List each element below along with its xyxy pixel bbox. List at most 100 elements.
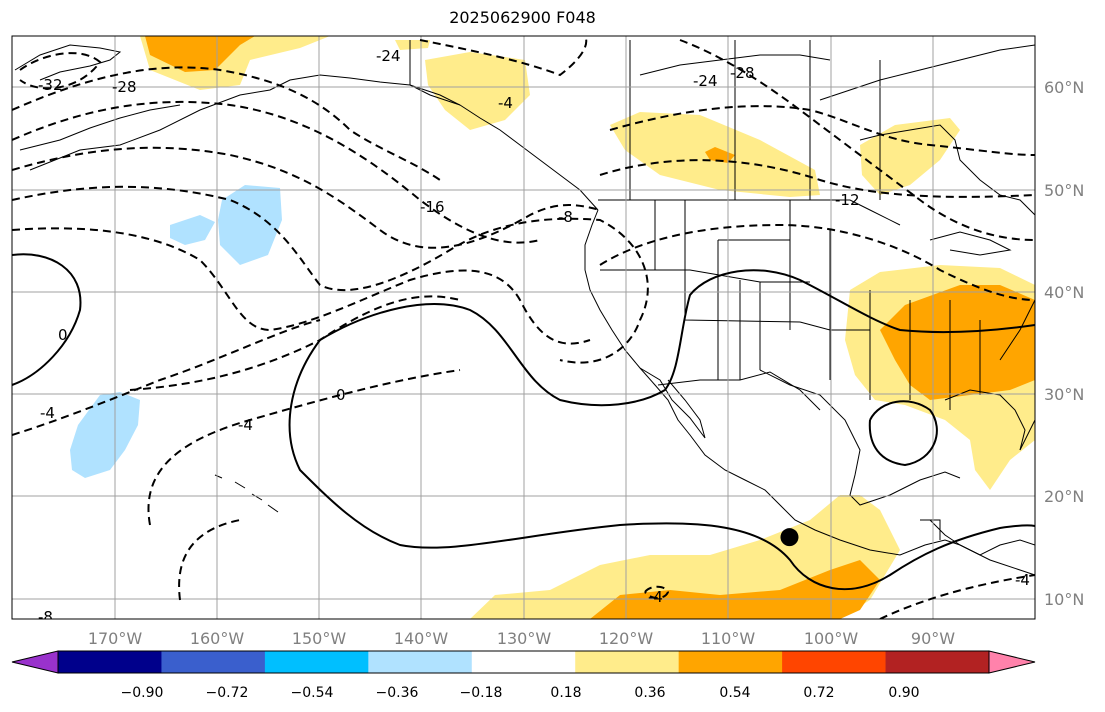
colorbar-tick-label: −0.72 xyxy=(206,685,249,701)
coastline-baja xyxy=(639,367,706,439)
contour-solid-zero xyxy=(319,269,1035,407)
coastline-canada-east xyxy=(859,124,1035,216)
shade-orange-eastern-us xyxy=(880,285,1035,400)
coastline-hudson xyxy=(819,44,1035,101)
coastline-east-us xyxy=(999,299,1035,451)
colorbar-tick-label: 0.36 xyxy=(634,685,665,701)
colorbar-segment xyxy=(678,651,783,673)
lat-tick-label: 30°N xyxy=(1044,385,1084,404)
contour-label: -24 xyxy=(693,72,718,90)
border-us-states xyxy=(600,200,981,410)
colorbar xyxy=(11,650,1036,674)
colorbar-segment xyxy=(368,651,473,673)
shade-blue-aleutian-a xyxy=(218,185,282,265)
contour-dashed xyxy=(12,319,321,436)
contour-dashed xyxy=(12,100,541,244)
shade-blue-aleutian-b xyxy=(170,215,215,245)
lon-tick-label: 90°W xyxy=(911,629,955,648)
contour-label: -12 xyxy=(835,191,860,209)
contour-solid-zero xyxy=(868,400,938,467)
border-mexico-guatemala xyxy=(920,519,941,540)
coastline-gulf xyxy=(759,369,961,506)
contour-label: 0 xyxy=(58,326,68,344)
colorbar-segment xyxy=(264,651,369,673)
contour-solid-zero xyxy=(288,339,1035,591)
colorbar-extend-low xyxy=(11,650,59,674)
lat-tick-label: 20°N xyxy=(1044,487,1084,506)
colorbar-tick-label: 0.72 xyxy=(803,685,834,701)
lon-tick-label: 140°W xyxy=(394,629,449,648)
colorbar-segment xyxy=(161,651,266,673)
colorbar-tick-label: 0.54 xyxy=(719,685,750,701)
lon-tick-label: 120°W xyxy=(599,629,654,648)
contour-label: -4 xyxy=(498,94,513,112)
lon-tick-label: 170°W xyxy=(88,629,143,648)
colorbar-tick-label: −0.36 xyxy=(376,685,419,701)
contour-dashed xyxy=(679,39,1035,241)
border-alaska-canada xyxy=(409,40,461,106)
contour-dashed xyxy=(644,585,670,599)
contour-dashed xyxy=(12,227,591,345)
coastline-bering xyxy=(14,44,122,81)
contour-dashed xyxy=(129,295,461,391)
lat-tick-label: 10°N xyxy=(1044,590,1084,609)
contour-label-group: -32 -28 -24 -24 -28 -4 -16 -8 -12 0 0 -4… xyxy=(38,47,1030,626)
border-canada-us xyxy=(598,199,901,226)
anomaly-shading xyxy=(70,36,1035,619)
contour-dashed xyxy=(19,52,102,90)
colorbar-segment xyxy=(58,651,162,673)
colorbar-tick-label: −0.54 xyxy=(291,685,334,701)
contour-label: -32 xyxy=(38,76,63,94)
lon-tick-label: 130°W xyxy=(497,629,552,648)
contour-label: -4 xyxy=(238,416,253,434)
coastline-florida xyxy=(944,389,1026,451)
contour-dashed xyxy=(609,105,1035,156)
shade-orange-east-pacific xyxy=(590,560,880,619)
location-marker xyxy=(780,528,799,547)
coastline-hawaii xyxy=(214,474,279,513)
contour-lines xyxy=(12,36,1035,619)
border-canada-provinces xyxy=(629,40,881,200)
lon-tick-labels: 170°W 160°W 150°W 140°W 130°W 120°W 110°… xyxy=(88,629,955,648)
contour-dashed xyxy=(12,146,601,249)
colorbar-segment xyxy=(575,651,680,673)
coastline-arctic xyxy=(639,54,831,76)
contour-label: -28 xyxy=(730,64,755,82)
contour-label: -16 xyxy=(420,198,445,216)
colorbar-tick-labels: −0.90 −0.72 −0.54 −0.36 −0.18 0.18 0.36 … xyxy=(121,685,920,701)
map-title: 2025062900 F048 xyxy=(449,8,596,27)
contour-dashed xyxy=(147,369,461,526)
plot-frame xyxy=(11,35,1036,620)
map-gridlines xyxy=(12,36,1035,619)
contour-label: -28 xyxy=(112,78,137,96)
colorbar-tick-label: −0.90 xyxy=(121,685,164,701)
lon-tick-label: 100°W xyxy=(804,629,859,648)
contour-dashed xyxy=(12,66,441,181)
colorbar-frame xyxy=(57,650,990,674)
contour-label: -8 xyxy=(38,608,53,626)
contour-label: 0 xyxy=(336,386,346,404)
colorbar-segment xyxy=(471,651,576,673)
contour-label: -4 xyxy=(40,404,55,422)
shade-blue-central-pacific xyxy=(70,392,140,478)
shade-yellow-alaska-panhandle xyxy=(425,52,530,130)
lon-tick-label: 150°W xyxy=(292,629,347,648)
lat-tick-label: 40°N xyxy=(1044,283,1084,302)
coastline-north-america-west xyxy=(584,209,1035,576)
contour-label: -8 xyxy=(558,208,573,226)
contour-dashed xyxy=(599,223,1035,301)
lon-tick-label: 160°W xyxy=(190,629,245,648)
coastline-alaska xyxy=(29,74,599,211)
colorbar-tick-label: −0.18 xyxy=(460,685,503,701)
contour-dashed xyxy=(178,519,241,601)
lat-tick-label: 60°N xyxy=(1044,78,1084,97)
colorbar-tick-label: 0.18 xyxy=(550,685,581,701)
shade-orange-nw-pacific xyxy=(145,36,255,72)
coastlines xyxy=(14,40,1035,576)
contour-dashed xyxy=(12,185,649,364)
colorbar-segment xyxy=(782,651,887,673)
border-us-mexico xyxy=(657,371,821,411)
colorbar-tick-label: 0.90 xyxy=(888,685,919,701)
lat-tick-labels: 10°N 20°N 30°N 40°N 50°N 60°N xyxy=(1044,78,1084,609)
coastline-aleutians xyxy=(19,104,181,151)
